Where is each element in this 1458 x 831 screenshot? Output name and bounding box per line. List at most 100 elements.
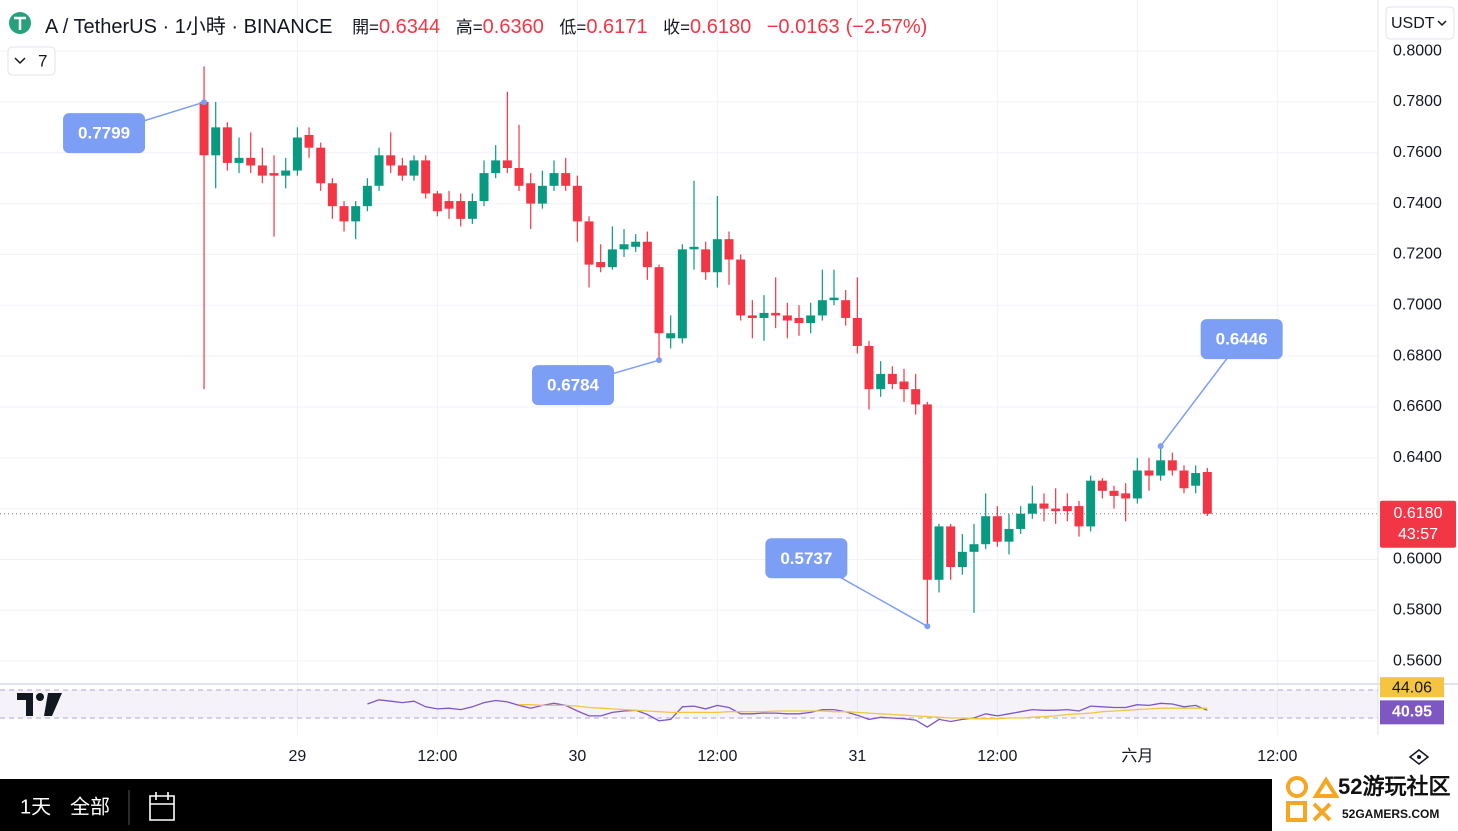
indicator-toggle[interactable] — [7, 46, 56, 76]
ohlc-value: 0.6171 — [586, 16, 648, 38]
candle-body — [631, 241, 641, 247]
candle-body — [1156, 460, 1166, 476]
candle-body — [257, 165, 267, 176]
range-button[interactable]: 1天 — [20, 796, 51, 818]
y-tick-label: 0.6000 — [1393, 551, 1442, 568]
grid — [0, 0, 1378, 735]
candle-body — [934, 526, 944, 580]
candle-body — [362, 185, 372, 207]
candle-body — [1179, 470, 1189, 489]
candle-body — [1097, 480, 1107, 491]
candle-body — [864, 345, 874, 390]
candle-body — [736, 259, 746, 316]
annotation-label: 0.5737 — [780, 549, 832, 568]
candle-body — [642, 241, 652, 268]
y-tick-label: 0.7200 — [1393, 246, 1442, 263]
candle-body — [246, 157, 256, 166]
watermark-site: 52GAMERS.COM — [1342, 807, 1439, 821]
annotation-point — [201, 99, 208, 106]
settings-icon-dot — [1417, 755, 1421, 759]
watermark-icon — [1286, 776, 1308, 798]
x-tick-label: 12:00 — [977, 748, 1017, 765]
rsi-line — [519, 704, 1208, 720]
candle-body — [1016, 513, 1026, 529]
candle-body — [421, 160, 431, 194]
watermark-icon — [1312, 776, 1340, 822]
chevron-icon — [1437, 20, 1447, 27]
tv-logo-dot — [36, 693, 44, 701]
ma-value-label: 44.06 — [1392, 679, 1432, 696]
x-tick-label: 30 — [568, 748, 586, 765]
candle-body — [1132, 470, 1142, 499]
annotation-box — [1200, 319, 1283, 360]
ohlc-value: 0.6360 — [482, 16, 544, 38]
candle-body — [561, 173, 571, 186]
candle-body — [199, 101, 209, 156]
candle-body — [584, 221, 594, 265]
symbol-header: A / TetherUS · 1小時 · BINANCE 開=0.6344 高=… — [45, 10, 937, 39]
symbol-logo-mark — [14, 16, 26, 30]
y-tick-label: 0.7600 — [1393, 144, 1442, 161]
candle-body — [841, 300, 851, 318]
ohlc-name: 收= — [663, 18, 691, 37]
candle-body — [479, 173, 489, 202]
candle-body — [981, 516, 991, 545]
candle-body — [339, 206, 349, 222]
last-price-label: 0.6180 — [1394, 505, 1443, 522]
candle-body — [1202, 472, 1212, 514]
change-percent: (−2.57%) — [845, 16, 928, 38]
candle-body — [957, 551, 967, 568]
candle-body — [759, 312, 769, 318]
candle-body — [689, 246, 699, 250]
candle-body — [327, 183, 337, 207]
annotation-point — [924, 623, 931, 630]
rsi-value-label: 40.95 — [1392, 704, 1432, 721]
candle-body — [514, 168, 524, 186]
candle-body — [1167, 460, 1177, 471]
candle-body — [596, 262, 606, 268]
candle-body — [491, 160, 501, 174]
candle-body — [829, 297, 839, 301]
candle-body — [211, 127, 221, 156]
candle-body — [1027, 503, 1037, 514]
candle-body — [432, 193, 442, 212]
x-tick-label: 12:00 — [697, 748, 737, 765]
indicator-count: 7 — [38, 51, 47, 70]
candle-body — [747, 315, 757, 318]
settings-icon — [1408, 749, 1430, 765]
range-button[interactable]: 全部 — [70, 795, 110, 818]
candle-body — [456, 201, 466, 219]
annotation-label: 0.6446 — [1216, 330, 1268, 349]
candle-body — [852, 317, 862, 346]
candle-body — [351, 206, 361, 222]
x-tick-label: 12:00 — [1257, 748, 1297, 765]
candle-body — [677, 249, 687, 339]
ohlc-name: 低= — [559, 18, 587, 37]
ohlc-value: 0.6180 — [690, 16, 752, 38]
watermark-brand: 52游玩社区 — [1338, 774, 1450, 799]
candle-body — [1086, 480, 1096, 527]
candle-body — [969, 544, 979, 552]
candle-body — [911, 389, 921, 405]
candle-body — [444, 201, 454, 209]
y-tick-label: 0.7000 — [1393, 296, 1442, 313]
last-price-box — [1380, 500, 1456, 548]
tv-logo — [17, 693, 62, 716]
candle-body — [572, 185, 582, 222]
symbol-title[interactable]: A / TetherUS · 1小時 · BINANCE — [45, 16, 333, 38]
x-tick-label: 29 — [288, 748, 306, 765]
date-range-icon[interactable] — [149, 792, 175, 821]
candle-body — [537, 185, 547, 204]
ohlc-name: 高= — [455, 18, 483, 37]
candle-body — [806, 315, 816, 324]
currency-selector[interactable] — [1385, 6, 1455, 40]
candle-body — [1051, 508, 1061, 512]
candle-body — [1144, 470, 1154, 476]
annotation-point — [656, 357, 663, 364]
y-tick-label: 0.6600 — [1393, 398, 1442, 415]
annotation-box — [765, 538, 848, 579]
candle-body — [1062, 506, 1072, 512]
candle-body — [549, 173, 559, 186]
